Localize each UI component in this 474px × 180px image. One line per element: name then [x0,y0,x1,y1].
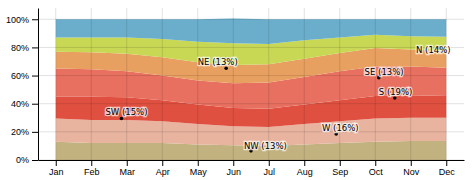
x-tick-label: Apr [156,167,170,177]
area-layer [56,141,447,160]
y-tick: 40% [11,99,38,109]
grid-line-x [375,8,376,160]
x-tick-mark [56,160,57,166]
annotation-text: SE (13%) [365,67,404,77]
chart-container: Jan Feb Mar Apr May Jun Jul Aug Sep Oct Nov Dec 0% 20… [0,0,474,180]
grid-line-y [38,160,464,161]
x-tick-mark [446,160,447,166]
grid-line-x [268,8,269,160]
x-tick: Dec [439,160,456,177]
grid-line-x [162,8,163,160]
x-tick: Oct [369,160,384,177]
grid-line-x [339,8,340,160]
grid-line-x [446,8,447,160]
x-tick-label: Dec [439,167,456,177]
x-tick-mark [233,160,234,166]
x-tick-mark [198,160,199,166]
y-tick: 0% [16,155,38,165]
grid-line-y [38,131,464,132]
y-axis-line [38,9,39,161]
x-tick-label: May [190,167,208,177]
annotations: NW (13%) W (16%) SW (15%) S (19%) SE (13%) NE… [105,45,450,151]
x-tick: Sep [332,160,348,177]
y-tick-mark [32,47,38,48]
x-tick: Nov [403,160,420,177]
x-tick-label: Sep [332,167,348,177]
annotation-text: W (16%) [322,123,359,133]
x-tick: Feb [84,160,100,177]
x-tick-mark [91,160,92,166]
x-tick-mark [127,160,128,166]
y-tick-mark [32,132,38,133]
y-tick: 60% [11,71,38,81]
x-tick-label: Jun [226,167,241,177]
grid-line-x [304,8,305,160]
x-tick-label: Oct [369,167,384,177]
y-tick-label: 80% [11,43,29,53]
x-tick: Apr [156,160,170,177]
x-tick-mark [162,160,163,166]
y-tick-label: 0% [16,155,29,165]
annotation-text: NW (13%) [244,141,287,151]
y-tick-mark [32,104,38,105]
y-tick-label: 20% [11,127,29,137]
annotation-text: SW (15%) [105,107,147,117]
x-tick-mark [304,160,305,166]
chart-svg: Jan Feb Mar Apr May Jun Jul Aug Sep Oct Nov Dec 0% 20… [0,0,474,180]
y-tick-label: 60% [11,71,29,81]
grid-line-y [38,47,464,48]
x-tick-label: Jul [263,167,275,177]
x-tick-label: Feb [84,167,100,177]
x-tick: May [190,160,208,177]
y-tick-label: 40% [11,99,29,109]
grid-line-x [197,8,198,160]
y-tick-mark [32,160,38,161]
x-tick: Jun [226,160,241,177]
x-tick: Aug [297,160,313,177]
y-tick: 100% [6,15,38,25]
y-tick: 80% [11,43,38,53]
y-axis: 0% 20% 40% 60% 80% 100% [6,9,39,166]
x-tick-mark [269,160,270,166]
x-tick: Mar [120,160,136,177]
area-layer [56,19,447,44]
annotation-text: S (19%) [379,87,413,97]
x-tick-label: Mar [120,167,136,177]
grid-line-x [233,8,234,160]
annotation-text: NE (13%) [198,57,238,67]
grid-line-x [55,8,56,160]
annotation-text: N (14%) [416,45,451,55]
x-tick-label: Nov [403,167,420,177]
x-tick: Jul [263,160,275,177]
x-tick-label: Aug [297,167,313,177]
grid-line-y [38,19,464,20]
x-tick-mark [411,160,412,166]
y-tick-mark [32,76,38,77]
x-tick-label: Jan [49,167,64,177]
plot-area [38,8,464,160]
x-tick-mark [375,160,376,166]
y-tick-label: 100% [6,15,29,25]
grid-line-x [91,8,92,160]
y-tick: 20% [11,127,38,137]
x-axis: Jan Feb Mar Apr May Jun Jul Aug Sep Oct Nov Dec [39,160,465,177]
x-tick: Jan [49,160,64,177]
x-tick-mark [340,160,341,166]
grid [38,8,464,160]
grid-line-x [410,8,411,160]
grid-line-y [38,103,464,104]
x-axis-line [39,160,465,161]
grid-line-x [126,8,127,160]
y-tick-mark [32,19,38,20]
